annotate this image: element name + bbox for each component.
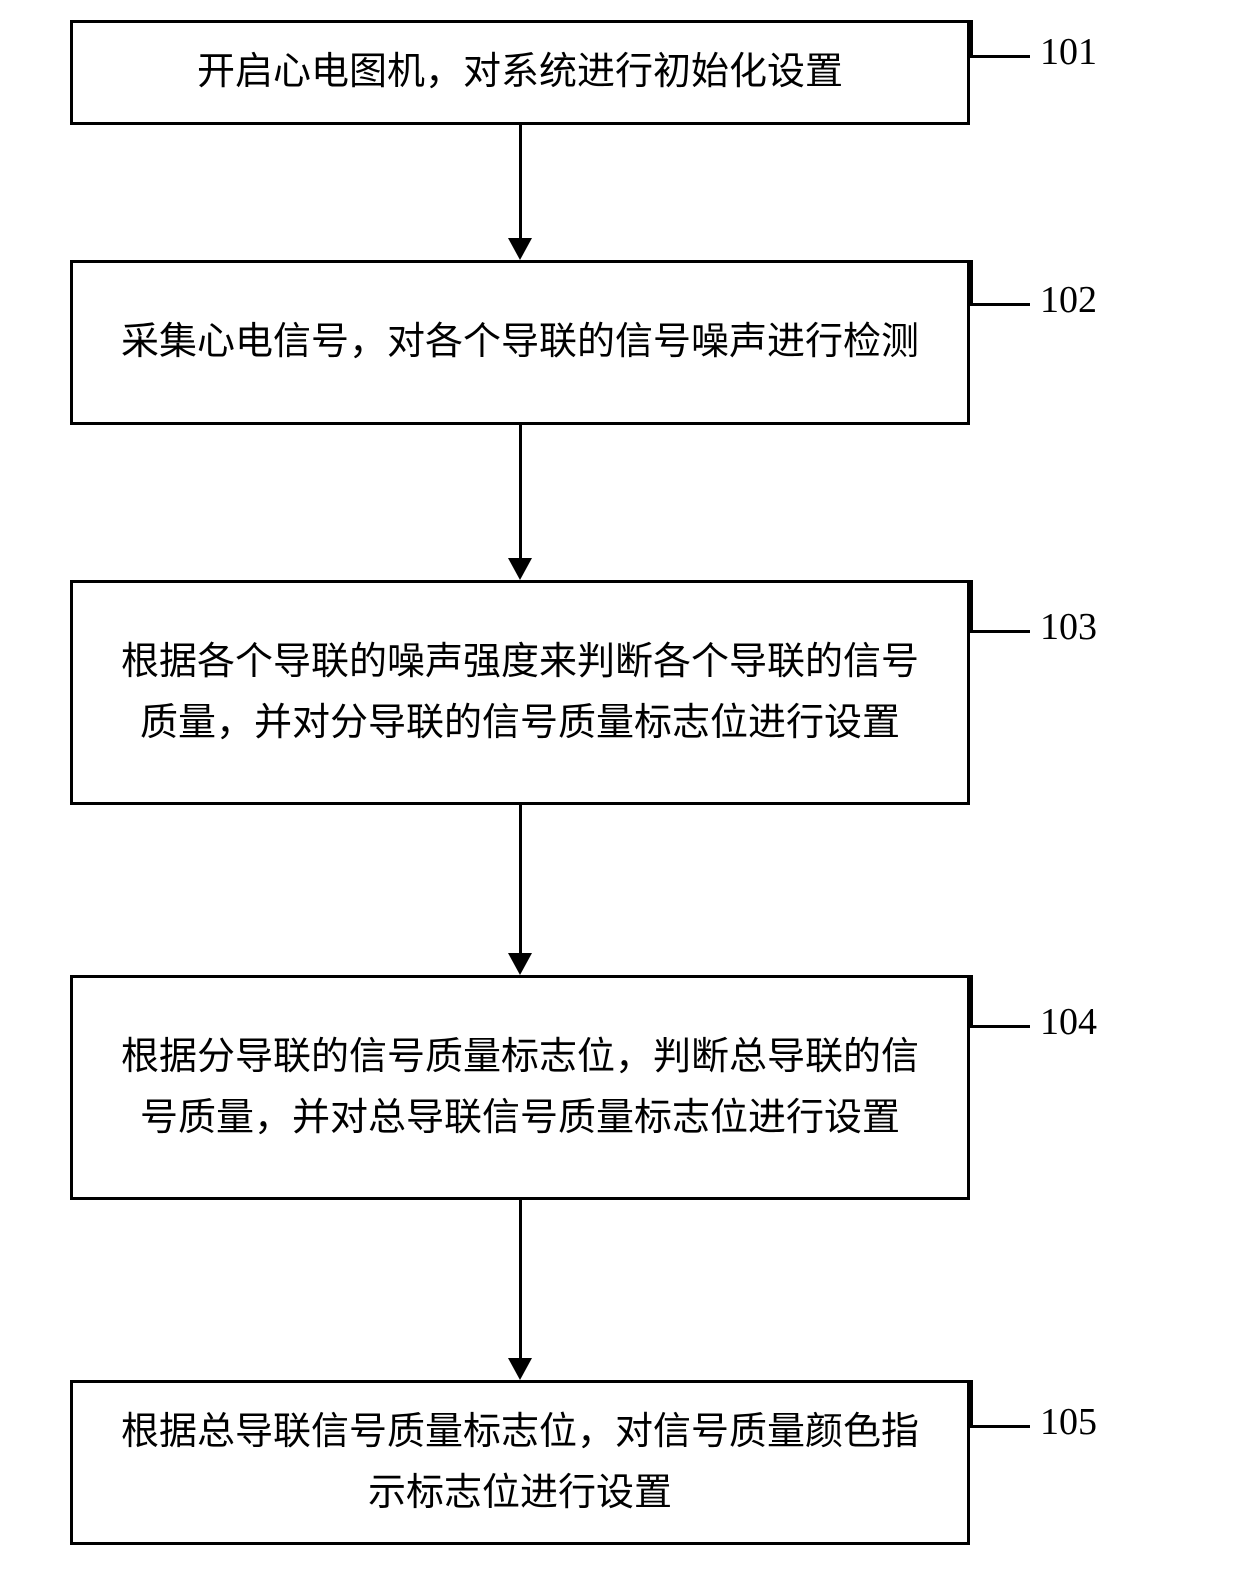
arrow-line-4 xyxy=(519,1200,522,1358)
leader-v-102 xyxy=(970,260,973,303)
node-label-104: 104 xyxy=(1040,1000,1097,1044)
leader-h-103 xyxy=(970,630,1030,633)
leader-v-104 xyxy=(970,975,973,1025)
arrow-head-3 xyxy=(508,953,532,975)
node-label-102: 102 xyxy=(1040,278,1097,322)
node-text-102: 采集心电信号，对各个导联的信号噪声进行检测 xyxy=(121,312,919,373)
flowchart-node-105: 根据总导联信号质量标志位，对信号质量颜色指示标志位进行设置 xyxy=(70,1380,970,1545)
flowchart-container: 开启心电图机，对系统进行初始化设置 101 采集心电信号，对各个导联的信号噪声进… xyxy=(0,0,1240,1575)
arrow-head-2 xyxy=(508,558,532,580)
flowchart-node-104: 根据分导联的信号质量标志位，判断总导联的信号质量，并对总导联信号质量标志位进行设… xyxy=(70,975,970,1200)
flowchart-node-102: 采集心电信号，对各个导联的信号噪声进行检测 xyxy=(70,260,970,425)
flowchart-node-103: 根据各个导联的噪声强度来判断各个导联的信号质量，并对分导联的信号质量标志位进行设… xyxy=(70,580,970,805)
flowchart-node-101: 开启心电图机，对系统进行初始化设置 xyxy=(70,20,970,125)
arrow-line-3 xyxy=(519,805,522,953)
arrow-line-2 xyxy=(519,425,522,558)
node-text-104: 根据分导联的信号质量标志位，判断总导联的信号质量，并对总导联信号质量标志位进行设… xyxy=(103,1027,937,1149)
arrow-line-1 xyxy=(519,125,522,238)
leader-h-104 xyxy=(970,1025,1030,1028)
node-text-105: 根据总导联信号质量标志位，对信号质量颜色指示标志位进行设置 xyxy=(103,1402,937,1524)
leader-h-101 xyxy=(970,55,1030,58)
arrow-head-1 xyxy=(508,238,532,260)
leader-h-102 xyxy=(970,303,1030,306)
node-label-101: 101 xyxy=(1040,30,1097,74)
node-text-103: 根据各个导联的噪声强度来判断各个导联的信号质量，并对分导联的信号质量标志位进行设… xyxy=(103,632,937,754)
node-text-101: 开启心电图机，对系统进行初始化设置 xyxy=(197,42,843,103)
node-label-103: 103 xyxy=(1040,605,1097,649)
leader-v-101 xyxy=(970,20,973,55)
leader-h-105 xyxy=(970,1425,1030,1428)
leader-v-103 xyxy=(970,580,973,630)
node-label-105: 105 xyxy=(1040,1400,1097,1444)
arrow-head-4 xyxy=(508,1358,532,1380)
leader-v-105 xyxy=(970,1380,973,1425)
